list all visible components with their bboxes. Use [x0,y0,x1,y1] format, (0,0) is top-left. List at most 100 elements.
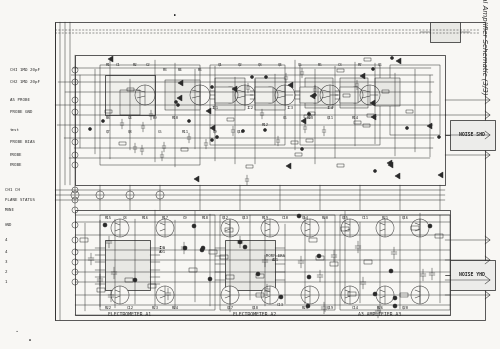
Bar [75,210,450,315]
Text: A3 AMPLIFIER A3: A3 AMPLIFIER A3 [358,312,402,318]
Circle shape [376,219,394,237]
Text: C3: C3 [338,63,342,67]
Text: 4: 4 [5,250,8,254]
Bar [340,87,358,103]
Text: R11: R11 [182,130,188,134]
Bar [316,256,324,260]
Text: R6: R6 [318,63,322,67]
Bar [255,78,285,110]
Bar [364,58,371,61]
Text: R24: R24 [172,306,178,310]
Circle shape [279,295,283,299]
Bar [256,293,264,297]
Text: R23: R23 [152,306,158,310]
Text: 1: 1 [5,280,8,284]
Text: R25: R25 [302,306,308,310]
Text: R9: R9 [152,116,158,120]
Text: GND: GND [5,223,12,227]
Circle shape [210,139,214,141]
Bar [367,114,374,117]
Text: R15: R15 [104,216,112,220]
Bar [148,284,156,288]
Circle shape [341,219,359,237]
Circle shape [243,245,247,249]
Circle shape [200,248,204,252]
Circle shape [242,129,244,133]
Circle shape [250,75,254,79]
Polygon shape [177,95,182,101]
Circle shape [264,128,266,132]
Bar [75,55,445,185]
Text: R13: R13 [306,116,314,120]
Bar [305,78,333,108]
Text: IC1: IC1 [212,106,218,110]
Text: CH2 1MΩ 20pF: CH2 1MΩ 20pF [10,80,40,84]
Polygon shape [288,82,293,88]
Circle shape [389,269,393,273]
Text: Q12: Q12 [222,216,228,220]
Circle shape [111,219,129,237]
Circle shape [261,219,279,237]
Text: Q13: Q13 [242,216,248,220]
Bar [127,88,134,91]
Text: C2: C2 [146,63,150,67]
Text: Q8: Q8 [128,130,132,134]
Circle shape [174,101,178,104]
Text: Vertical Amplifier Schematic (3/3): Vertical Amplifier Schematic (3/3) [480,0,488,94]
Bar [189,268,197,272]
Circle shape [111,286,129,304]
Bar [125,278,133,282]
Bar [100,65,200,165]
Text: Q17: Q17 [226,306,234,310]
Text: Q1: Q1 [218,63,222,67]
Text: R19: R19 [262,216,268,220]
Text: IC2: IC2 [246,106,254,110]
Circle shape [210,86,214,89]
Text: PROBE: PROBE [10,153,22,157]
Bar [210,65,285,145]
Bar [343,94,350,97]
Circle shape [372,67,374,70]
Text: R8: R8 [106,116,110,120]
Circle shape [307,275,311,279]
Text: C7: C7 [372,116,378,120]
Text: 3: 3 [5,260,8,264]
Circle shape [264,75,268,79]
Bar [354,121,361,124]
Text: C1: C1 [116,63,120,67]
Bar [215,87,233,103]
Polygon shape [210,125,215,131]
Polygon shape [370,100,375,106]
Polygon shape [438,172,443,178]
Circle shape [261,286,279,304]
Text: MORF ERS
A21: MORF ERS A21 [266,254,284,262]
Polygon shape [232,86,237,92]
Circle shape [221,286,239,304]
Bar [341,227,349,231]
Text: .: . [15,327,19,333]
Text: test: test [10,128,20,132]
Bar [306,139,313,142]
Circle shape [341,286,359,304]
Circle shape [221,219,239,237]
Bar [105,110,112,113]
Text: R16: R16 [142,216,148,220]
Text: C6: C6 [282,116,288,120]
Bar [105,240,150,290]
Bar [340,215,450,310]
Text: R2: R2 [132,63,138,67]
Bar [364,260,372,264]
Text: IDA
A01: IDA A01 [158,246,166,254]
Circle shape [428,224,432,228]
Text: C12: C12 [126,306,134,310]
Text: Q6: Q6 [378,63,382,67]
Text: Q10: Q10 [236,130,244,134]
Bar [291,141,298,144]
Text: IC4: IC4 [326,106,334,110]
Bar [220,215,335,310]
Bar [256,274,264,278]
Circle shape [238,240,242,244]
Circle shape [393,296,397,300]
Text: R10: R10 [172,116,178,120]
Text: A5 PROBE: A5 PROBE [10,98,30,102]
